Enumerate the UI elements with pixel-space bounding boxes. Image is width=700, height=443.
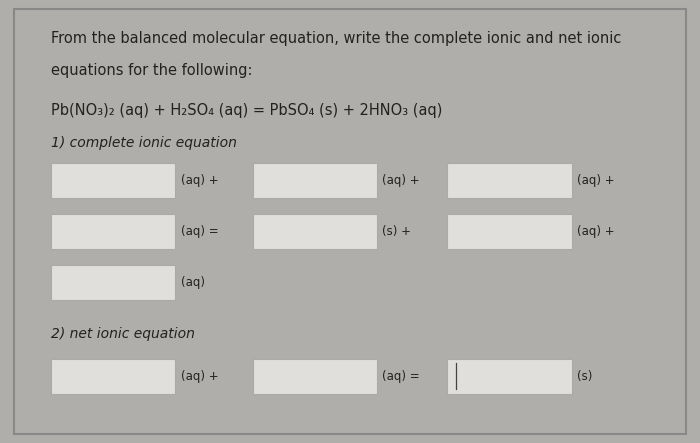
Text: (aq) +: (aq) + bbox=[181, 174, 218, 187]
FancyBboxPatch shape bbox=[253, 163, 377, 198]
FancyBboxPatch shape bbox=[51, 359, 175, 394]
FancyBboxPatch shape bbox=[51, 163, 175, 198]
Text: 1) complete ionic equation: 1) complete ionic equation bbox=[51, 136, 237, 150]
FancyBboxPatch shape bbox=[253, 214, 377, 249]
Text: equations for the following:: equations for the following: bbox=[51, 63, 253, 78]
FancyBboxPatch shape bbox=[447, 214, 572, 249]
Text: (aq) +: (aq) + bbox=[181, 370, 218, 383]
Text: (s) +: (s) + bbox=[382, 225, 412, 238]
Text: (aq) =: (aq) = bbox=[382, 370, 420, 383]
Text: (aq) +: (aq) + bbox=[577, 225, 615, 238]
Text: (aq) +: (aq) + bbox=[382, 174, 420, 187]
FancyBboxPatch shape bbox=[447, 163, 572, 198]
FancyBboxPatch shape bbox=[253, 359, 377, 394]
Text: (aq) +: (aq) + bbox=[577, 174, 615, 187]
Text: (s): (s) bbox=[577, 370, 592, 383]
Text: Pb(NO₃)₂ (aq) + H₂SO₄ (aq) = PbSO₄ (s) + 2HNO₃ (aq): Pb(NO₃)₂ (aq) + H₂SO₄ (aq) = PbSO₄ (s) +… bbox=[51, 103, 442, 118]
FancyBboxPatch shape bbox=[51, 214, 175, 249]
Text: (aq) =: (aq) = bbox=[181, 225, 218, 238]
FancyBboxPatch shape bbox=[447, 359, 572, 394]
FancyBboxPatch shape bbox=[51, 265, 175, 300]
Text: 2) net ionic equation: 2) net ionic equation bbox=[51, 327, 195, 341]
Text: From the balanced molecular equation, write the complete ionic and net ionic: From the balanced molecular equation, wr… bbox=[51, 31, 622, 46]
Text: (aq): (aq) bbox=[181, 276, 204, 289]
